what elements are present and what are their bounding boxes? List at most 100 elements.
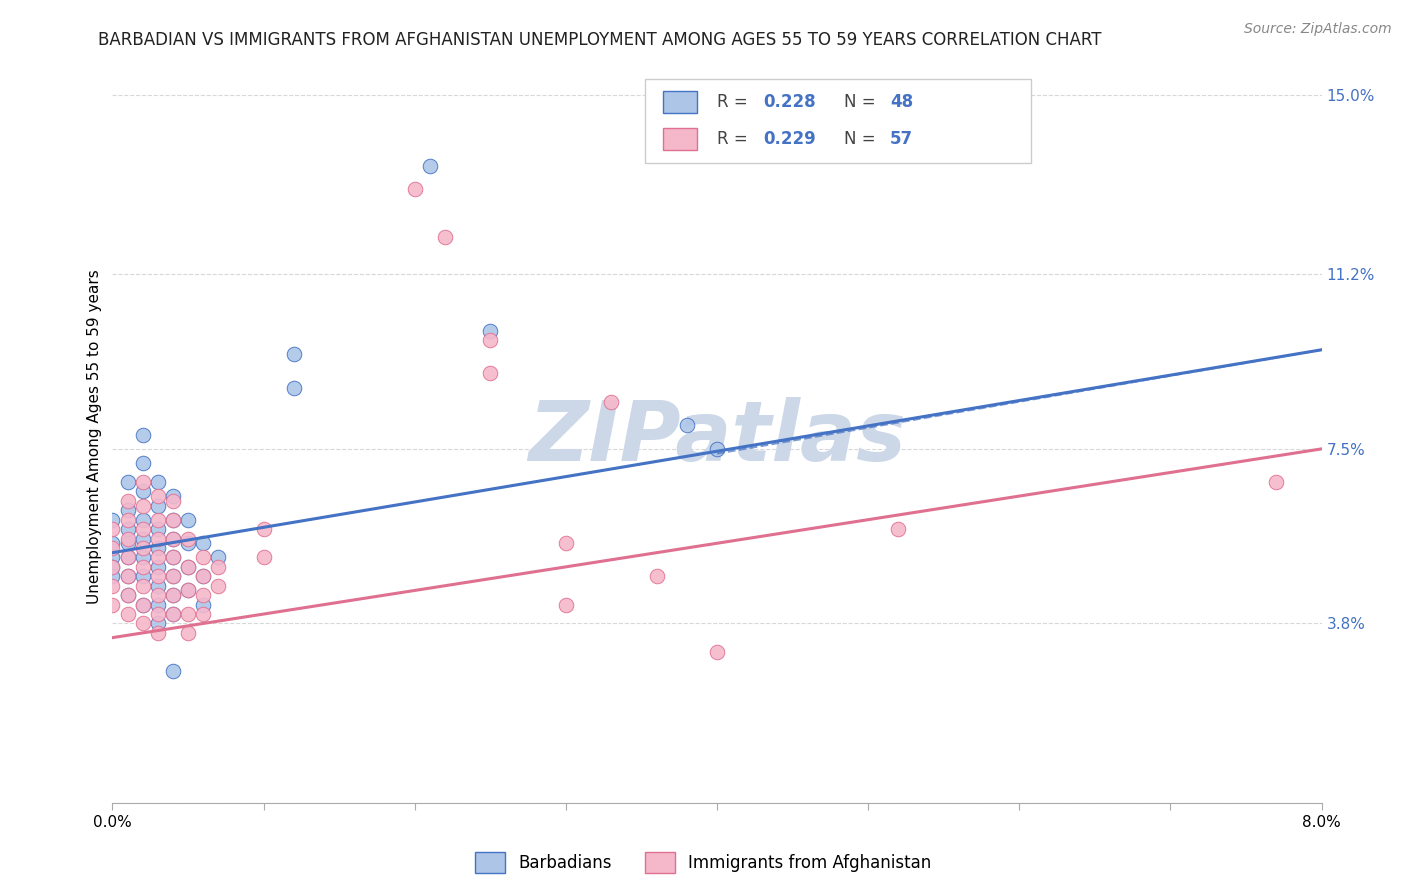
- Point: [146, 550, 169, 565]
- Point: [177, 559, 200, 574]
- Point: [132, 559, 155, 574]
- Point: [101, 559, 124, 574]
- Point: [101, 536, 124, 550]
- Y-axis label: Unemployment Among Ages 55 to 59 years: Unemployment Among Ages 55 to 59 years: [87, 269, 103, 605]
- Point: [132, 569, 155, 583]
- Point: [162, 607, 184, 621]
- Point: [433, 229, 456, 244]
- Point: [132, 513, 155, 527]
- Point: [162, 513, 184, 527]
- Point: [706, 442, 728, 456]
- Point: [191, 607, 215, 621]
- Point: [645, 569, 668, 583]
- Point: [101, 569, 124, 583]
- Point: [132, 598, 155, 612]
- Point: [132, 579, 155, 593]
- Point: [191, 588, 215, 602]
- Point: [162, 569, 184, 583]
- Point: [132, 499, 155, 513]
- Text: ZIPatlas: ZIPatlas: [529, 397, 905, 477]
- Point: [101, 541, 124, 555]
- Point: [146, 569, 169, 583]
- Point: [117, 513, 139, 527]
- Text: 0.228: 0.228: [763, 93, 815, 112]
- Point: [132, 598, 155, 612]
- Point: [162, 588, 184, 602]
- Point: [117, 588, 139, 602]
- Point: [162, 664, 184, 678]
- Point: [146, 616, 169, 631]
- Text: 48: 48: [890, 93, 912, 112]
- Point: [117, 550, 139, 565]
- Text: N =: N =: [844, 129, 882, 148]
- Point: [162, 493, 184, 508]
- Point: [101, 579, 124, 593]
- Text: Source: ZipAtlas.com: Source: ZipAtlas.com: [1244, 22, 1392, 37]
- Point: [146, 522, 169, 536]
- Point: [117, 522, 139, 536]
- Point: [132, 522, 155, 536]
- Point: [706, 645, 728, 659]
- FancyBboxPatch shape: [662, 91, 696, 113]
- Text: R =: R =: [717, 93, 754, 112]
- Legend: Barbadians, Immigrants from Afghanistan: Barbadians, Immigrants from Afghanistan: [468, 846, 938, 880]
- Point: [162, 489, 184, 503]
- Point: [132, 541, 155, 555]
- Point: [117, 569, 139, 583]
- Point: [132, 550, 155, 565]
- Point: [162, 569, 184, 583]
- Point: [132, 484, 155, 499]
- Text: 57: 57: [890, 129, 912, 148]
- Point: [479, 324, 502, 338]
- Point: [479, 367, 502, 381]
- Point: [887, 522, 910, 536]
- Point: [132, 456, 155, 470]
- Point: [162, 550, 184, 565]
- Point: [207, 579, 229, 593]
- Point: [253, 522, 276, 536]
- Point: [207, 559, 229, 574]
- Point: [146, 489, 169, 503]
- Point: [146, 513, 169, 527]
- Point: [117, 536, 139, 550]
- Point: [253, 550, 276, 565]
- Point: [101, 598, 124, 612]
- Point: [283, 380, 305, 394]
- Point: [162, 607, 184, 621]
- Point: [554, 536, 576, 550]
- Point: [162, 532, 184, 546]
- Point: [117, 607, 139, 621]
- Point: [117, 569, 139, 583]
- Point: [162, 550, 184, 565]
- Point: [162, 513, 184, 527]
- FancyBboxPatch shape: [662, 128, 696, 150]
- Point: [177, 536, 200, 550]
- Point: [146, 475, 169, 489]
- Point: [117, 493, 139, 508]
- Point: [419, 159, 441, 173]
- Point: [191, 569, 215, 583]
- Point: [117, 503, 139, 517]
- Point: [162, 532, 184, 546]
- Point: [177, 583, 200, 598]
- Point: [191, 536, 215, 550]
- Point: [675, 418, 697, 433]
- Point: [146, 579, 169, 593]
- Point: [146, 598, 169, 612]
- Point: [283, 347, 305, 361]
- Point: [146, 607, 169, 621]
- Point: [117, 588, 139, 602]
- Point: [404, 182, 426, 196]
- Point: [600, 394, 623, 409]
- Point: [132, 616, 155, 631]
- Point: [146, 588, 169, 602]
- Text: R =: R =: [717, 129, 754, 148]
- Text: 0.229: 0.229: [763, 129, 815, 148]
- Point: [146, 559, 169, 574]
- Point: [177, 583, 200, 598]
- Point: [146, 532, 169, 546]
- Point: [117, 532, 139, 546]
- Point: [101, 513, 124, 527]
- Point: [177, 607, 200, 621]
- Point: [132, 475, 155, 489]
